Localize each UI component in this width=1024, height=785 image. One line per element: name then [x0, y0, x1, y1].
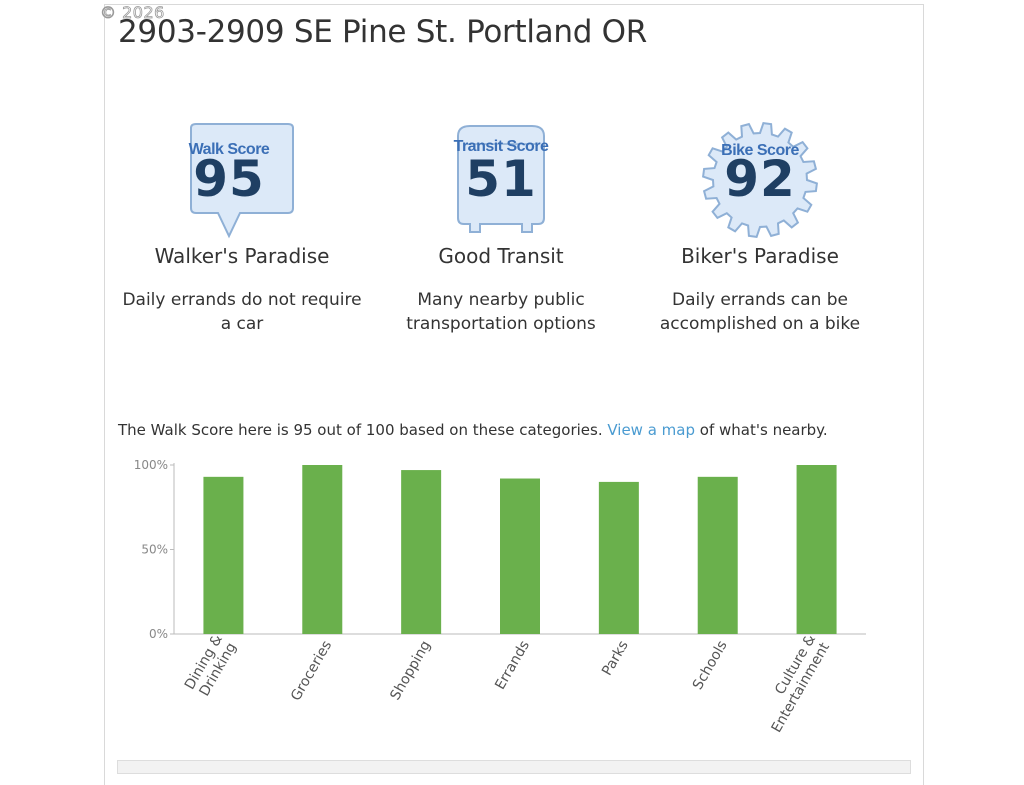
summary-text: The Walk Score here is 95 out of 100 bas…: [118, 421, 608, 439]
bar-shopping: [401, 470, 442, 634]
x-tick-label: Groceries: [288, 638, 335, 704]
bar-schools: [697, 476, 738, 634]
walk-pin-icon: [190, 123, 294, 239]
transit-score-card: Transit Score 51 Good Transit Many nearb…: [371, 122, 631, 336]
bar-errands: [500, 478, 540, 634]
walk-score-summary: The Walk Score here is 95 out of 100 bas…: [118, 421, 828, 439]
gear-icon: [702, 122, 818, 238]
walk-score-value: 95: [193, 150, 265, 208]
walk-score-description: Daily errands do not require a car: [122, 290, 362, 334]
bike-score-value: 92: [724, 150, 796, 208]
bar-groceries: [302, 465, 343, 634]
bike-score-description: Daily errands can be accomplished on a b…: [659, 290, 861, 334]
bike-score-title: Biker's Paradise: [681, 244, 839, 268]
walk-score-card: Walk Score 95 Walker's Paradise Daily er…: [112, 122, 372, 336]
x-tick-label: Parks: [599, 638, 632, 679]
bike-score-label: Bike Score: [721, 142, 799, 159]
transit-score-badge: Transit Score 51: [436, 122, 566, 240]
walk-score-badge: Walk Score 95: [177, 122, 307, 240]
transit-score-title: Good Transit: [438, 244, 564, 268]
x-tick-label: Shopping: [387, 638, 434, 703]
summary-text-end: of what's nearby.: [695, 421, 828, 439]
address-title: 2903-2909 SE Pine St. Portland OR: [118, 14, 647, 50]
bottom-panel: [117, 760, 911, 774]
y-tick-label: 100%: [134, 458, 168, 472]
y-tick-label: 50%: [141, 543, 168, 557]
bar-culture-entertainment: [796, 465, 837, 634]
bike-score-badge: Bike Score 92: [695, 122, 825, 240]
x-tick-label: Culture &Entertainment: [755, 632, 833, 736]
view-map-link[interactable]: View a map: [607, 421, 696, 439]
walk-score-title: Walker's Paradise: [154, 244, 330, 268]
bike-score-card: Bike Score 92 Biker's Paradise Daily err…: [630, 122, 890, 336]
category-bar-chart: 0% 50% 100% Dining &Drinking Groceries Shoppi…: [134, 458, 866, 736]
copyright-watermark: © 2026: [100, 3, 165, 23]
x-tick-label: Errands: [492, 638, 533, 693]
x-tick-label: Schools: [690, 638, 731, 693]
category-chart: 0% 50% 100% Dining &Drinking Groceries Shoppi…: [110, 450, 890, 764]
bus-icon: [457, 125, 545, 233]
bar-parks: [598, 481, 639, 634]
y-tick-label: 0%: [149, 627, 168, 641]
walk-score-label: Walk Score: [188, 141, 270, 158]
transit-score-label: Transit Score: [453, 138, 549, 155]
x-tick-label: Dining &Drinking: [182, 632, 240, 701]
bar-dining-drinking: [203, 476, 244, 634]
transit-score-description: Many nearby public transportation option…: [406, 290, 596, 334]
transit-score-value: 51: [465, 150, 537, 208]
